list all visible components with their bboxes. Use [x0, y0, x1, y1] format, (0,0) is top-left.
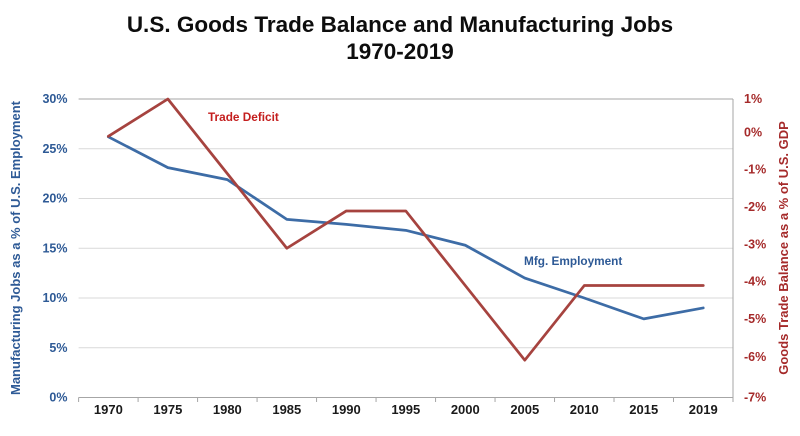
svg-text:-6%: -6%: [744, 350, 766, 364]
svg-text:1975: 1975: [153, 402, 182, 417]
svg-text:2010: 2010: [570, 402, 599, 417]
svg-text:2005: 2005: [510, 402, 539, 417]
svg-text:1%: 1%: [744, 92, 762, 106]
svg-text:5%: 5%: [49, 341, 67, 355]
svg-text:-5%: -5%: [744, 312, 766, 326]
svg-text:15%: 15%: [42, 241, 67, 255]
svg-text:1985: 1985: [272, 402, 301, 417]
svg-text:1995: 1995: [391, 402, 420, 417]
svg-text:25%: 25%: [42, 142, 67, 156]
svg-text:1980: 1980: [213, 402, 242, 417]
svg-text:10%: 10%: [42, 291, 67, 305]
svg-text:1970: 1970: [94, 402, 123, 417]
svg-text:0%: 0%: [744, 125, 762, 139]
svg-text:1990: 1990: [332, 402, 361, 417]
svg-text:20%: 20%: [42, 192, 67, 206]
svg-text:-7%: -7%: [744, 391, 766, 405]
svg-text:2019: 2019: [689, 402, 718, 417]
svg-text:2015: 2015: [629, 402, 658, 417]
svg-text:-1%: -1%: [744, 163, 766, 177]
svg-text:-4%: -4%: [744, 275, 766, 289]
svg-text:-2%: -2%: [744, 200, 766, 214]
svg-text:2000: 2000: [451, 402, 480, 417]
svg-text:0%: 0%: [49, 391, 67, 405]
svg-text:-3%: -3%: [744, 237, 766, 251]
svg-text:30%: 30%: [42, 92, 67, 106]
